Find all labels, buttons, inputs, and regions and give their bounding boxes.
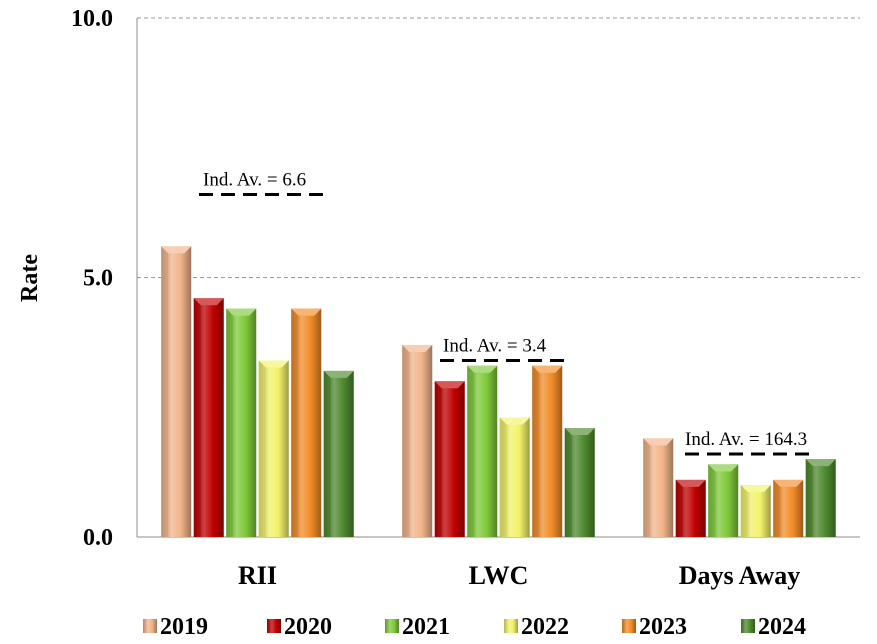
y-tick-label: 10.0: [71, 6, 113, 32]
bar-rii-2022: [258, 360, 289, 537]
bar-lwc-2021: [467, 365, 498, 537]
bar-rii-2020: [193, 298, 224, 537]
x-category-label: RII: [238, 561, 277, 590]
legend-label: 2021: [402, 614, 450, 640]
bar-days-away-2024: [805, 459, 836, 537]
bar-days-away-2020: [675, 479, 706, 537]
bar-days-away-2019: [643, 438, 674, 537]
legend-swatch-2024: [741, 619, 755, 633]
bar-rii-2023: [291, 308, 322, 537]
legend-label: 2019: [160, 614, 208, 640]
gridlines: [137, 17, 860, 278]
bar-lwc-2022: [499, 417, 530, 537]
industry-average-label: Ind. Av. = 6.6: [203, 169, 306, 190]
bar-rii-2024: [323, 370, 354, 537]
bar-days-away-2021: [708, 464, 739, 537]
legend-label: 2020: [284, 614, 332, 640]
legend-swatch-2022: [504, 619, 518, 633]
bars: [161, 246, 836, 538]
y-axis-label: Rate: [17, 254, 43, 302]
legend-label: 2022: [521, 614, 569, 640]
y-tick-label: 5.0: [83, 266, 113, 292]
bar-days-away-2023: [773, 479, 804, 537]
bar-lwc-2020: [434, 381, 465, 537]
x-category-label: Days Away: [679, 561, 801, 590]
legend-swatch-2020: [267, 619, 281, 633]
legend: 2019 2020 2021 2022 2023 2024: [143, 614, 806, 640]
industry-average-label: Ind. Av. = 3.4: [443, 336, 547, 357]
legend-label: 2024: [758, 614, 806, 640]
bar-days-away-2022: [740, 485, 771, 537]
x-category-label: LWC: [469, 561, 529, 590]
axes: 0.0 5.0 10.0 RII LWC Days Away: [71, 6, 860, 590]
legend-swatch-2019: [143, 619, 157, 633]
bar-lwc-2024: [564, 428, 595, 537]
bar-lwc-2019: [402, 344, 433, 537]
legend-swatch-2023: [622, 619, 636, 633]
y-tick-label: 0.0: [83, 525, 113, 551]
industry-average-markers: Ind. Av. = 6.6 Ind. Av. = 3.4 Ind. Av. = 1…: [199, 169, 812, 456]
bar-rii-2019: [161, 246, 192, 538]
bar-lwc-2023: [532, 365, 563, 537]
legend-label: 2023: [639, 614, 687, 640]
industry-average-label: Ind. Av. = 164.3: [685, 429, 807, 450]
bar-rii-2021: [226, 308, 257, 537]
legend-swatch-2021: [385, 619, 399, 633]
